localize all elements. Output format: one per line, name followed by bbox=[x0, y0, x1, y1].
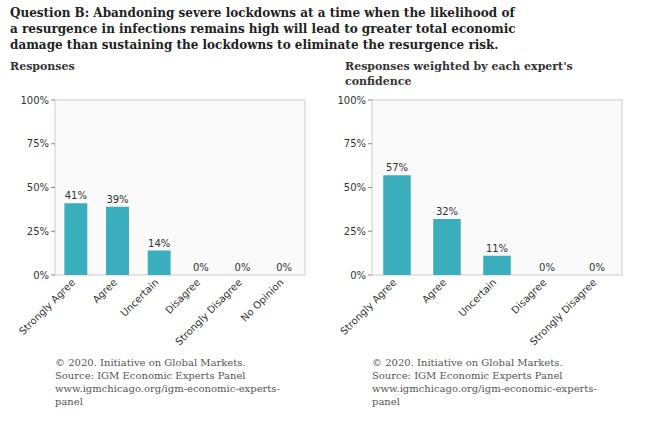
annotation: © 2020. Initiative on Global Markets. bbox=[372, 357, 563, 368]
y-tick bbox=[368, 100, 372, 101]
bar bbox=[383, 175, 411, 275]
chart-panel: Responses0%25%50%75%100%41%39%14%0%0%0%S… bbox=[10, 60, 305, 407]
chart-root: Question B: Abandoning severe lockdowns … bbox=[0, 0, 648, 429]
data-label: 32% bbox=[436, 206, 458, 217]
x-tick-label: Agree bbox=[420, 277, 449, 306]
y-tick bbox=[368, 187, 372, 188]
annotation: www.igmchicago.org/igm-economic-experts- bbox=[55, 383, 280, 394]
data-label: 0% bbox=[539, 262, 555, 273]
x-tick-label: Uncertain bbox=[118, 277, 160, 319]
data-label: 0% bbox=[235, 262, 251, 273]
plot-area bbox=[372, 100, 622, 275]
annotation: panel bbox=[55, 396, 83, 407]
annotation: www.igmchicago.org/igm-economic-experts- bbox=[372, 383, 597, 394]
x-tick-label: No Opinion bbox=[239, 277, 286, 324]
bar bbox=[64, 203, 87, 275]
y-tick-label: 75% bbox=[27, 138, 49, 149]
bar bbox=[273, 275, 296, 276]
data-label: 0% bbox=[589, 262, 605, 273]
data-label: 57% bbox=[386, 162, 408, 173]
data-label: 39% bbox=[106, 194, 128, 205]
y-tick-label: 100% bbox=[337, 95, 366, 106]
chart-panel: Responses weighted by each expert's confi… bbox=[337, 60, 622, 407]
bar bbox=[106, 207, 129, 275]
plot-area bbox=[55, 100, 305, 275]
y-tick-label: 100% bbox=[20, 95, 49, 106]
y-tick bbox=[51, 275, 55, 276]
annotation: Source: IGM Economic Experts Panel bbox=[55, 370, 246, 381]
x-tick-label: Strongly Disagree bbox=[173, 277, 244, 348]
y-tick-label: 25% bbox=[344, 226, 366, 237]
y-tick-label: 0% bbox=[350, 270, 366, 281]
chart-title: Responses weighted by each expert's bbox=[345, 60, 573, 73]
annotation: panel bbox=[372, 396, 400, 407]
y-tick bbox=[51, 143, 55, 144]
y-tick-label: 75% bbox=[344, 138, 366, 149]
bar bbox=[148, 251, 171, 276]
x-tick-label: Disagree bbox=[163, 277, 202, 316]
data-label: 0% bbox=[193, 262, 209, 273]
bar bbox=[433, 219, 461, 275]
y-tick bbox=[51, 100, 55, 101]
x-tick-label: Disagree bbox=[509, 277, 548, 316]
y-tick bbox=[368, 143, 372, 144]
y-tick bbox=[51, 187, 55, 188]
x-tick-label: Uncertain bbox=[456, 277, 498, 319]
y-tick-label: 50% bbox=[27, 182, 49, 193]
bars bbox=[64, 203, 170, 275]
bars bbox=[383, 175, 511, 275]
bar bbox=[231, 275, 254, 276]
page-title: damage than sustaining the lockdowns to … bbox=[10, 38, 499, 52]
y-tick-label: 25% bbox=[27, 226, 49, 237]
y-tick-label: 0% bbox=[33, 270, 49, 281]
x-tick-label: Agree bbox=[90, 277, 119, 306]
data-label: 14% bbox=[148, 238, 170, 249]
bar bbox=[533, 275, 561, 276]
y-tick bbox=[51, 231, 55, 232]
annotation: Source: IGM Economic Experts Panel bbox=[372, 370, 563, 381]
y-tick bbox=[368, 231, 372, 232]
x-tick-label: Strongly Agree bbox=[17, 277, 77, 337]
x-tick-label: Strongly Agree bbox=[338, 277, 398, 337]
bar bbox=[189, 275, 212, 276]
chart-title: confidence bbox=[345, 75, 411, 88]
page-title: a resurgence in infections remains high … bbox=[10, 22, 516, 36]
chart-title: Responses bbox=[10, 60, 75, 73]
annotation: © 2020. Initiative on Global Markets. bbox=[55, 357, 246, 368]
y-tick bbox=[368, 275, 372, 276]
x-tick-label: Strongly Disagree bbox=[528, 277, 599, 348]
data-label: 11% bbox=[486, 243, 508, 254]
data-label: 0% bbox=[276, 262, 292, 273]
bar bbox=[483, 256, 511, 275]
y-tick-label: 50% bbox=[344, 182, 366, 193]
bar bbox=[583, 275, 611, 276]
data-label: 41% bbox=[65, 190, 87, 201]
page-title: Question B: Abandoning severe lockdowns … bbox=[10, 6, 515, 20]
